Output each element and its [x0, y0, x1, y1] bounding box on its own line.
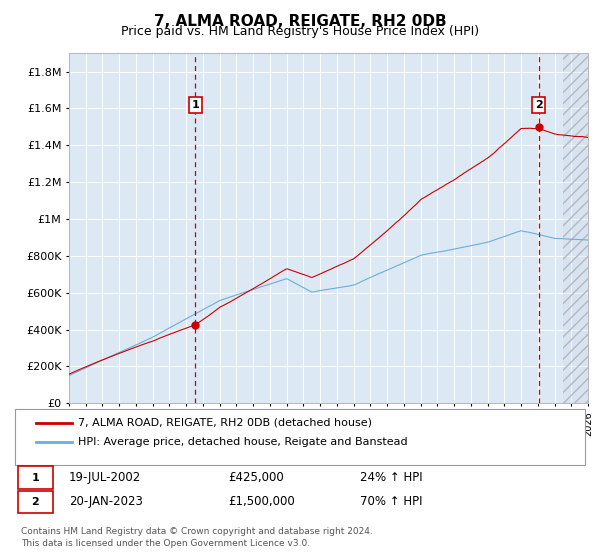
Text: Contains HM Land Registry data © Crown copyright and database right 2024.: Contains HM Land Registry data © Crown c…	[21, 528, 373, 536]
Text: 2: 2	[535, 100, 542, 110]
Bar	[563, 53, 590, 403]
Text: £425,000: £425,000	[228, 471, 284, 484]
Text: 19-JUL-2002: 19-JUL-2002	[69, 471, 141, 484]
Text: 1: 1	[191, 100, 199, 110]
Text: 20-JAN-2023: 20-JAN-2023	[69, 495, 143, 508]
Text: 24% ↑ HPI: 24% ↑ HPI	[360, 471, 422, 484]
Bar	[563, 53, 590, 403]
Bar	[563, 53, 590, 403]
Text: 7, ALMA ROAD, REIGATE, RH2 0DB: 7, ALMA ROAD, REIGATE, RH2 0DB	[154, 14, 446, 29]
Text: 1: 1	[32, 473, 39, 483]
Text: £1,500,000: £1,500,000	[228, 495, 295, 508]
Text: This data is licensed under the Open Government Licence v3.0.: This data is licensed under the Open Gov…	[21, 539, 310, 548]
Text: 70% ↑ HPI: 70% ↑ HPI	[360, 495, 422, 508]
Text: 7, ALMA ROAD, REIGATE, RH2 0DB (detached house): 7, ALMA ROAD, REIGATE, RH2 0DB (detached…	[78, 418, 372, 428]
Text: HPI: Average price, detached house, Reigate and Banstead: HPI: Average price, detached house, Reig…	[78, 437, 407, 447]
Text: Price paid vs. HM Land Registry's House Price Index (HPI): Price paid vs. HM Land Registry's House …	[121, 25, 479, 38]
Text: 2: 2	[32, 497, 39, 507]
